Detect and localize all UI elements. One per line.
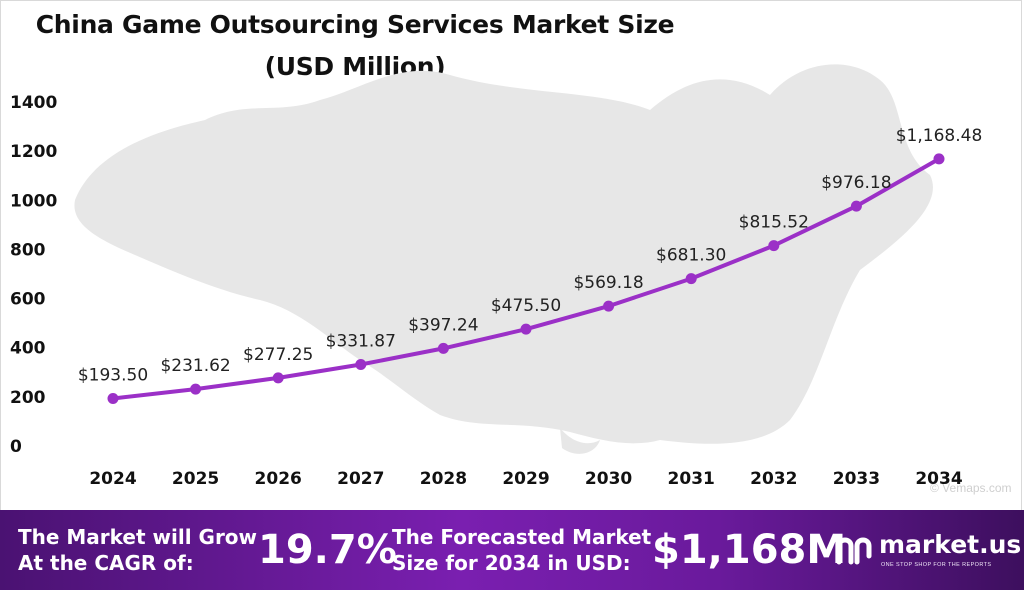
- data-point: [768, 240, 780, 252]
- x-tick-label: 2032: [750, 469, 797, 489]
- y-tick-label: 400: [10, 339, 46, 359]
- data-label: $976.18: [821, 173, 891, 193]
- data-points: [107, 153, 945, 404]
- forecast-value: $1,168M: [652, 527, 847, 573]
- data-point: [437, 342, 449, 354]
- x-tick-label: 2027: [337, 469, 384, 489]
- data-label: $1,168.48: [896, 126, 983, 146]
- y-tick-label: 800: [10, 240, 46, 260]
- brand-logo[interactable]: market.us ONE STOP SHOP FOR THE REPORTS: [835, 530, 1021, 574]
- footer-banner: The Market will Grow At the CAGR of: 19.…: [0, 510, 1024, 590]
- data-point: [850, 200, 862, 212]
- forecast-label-line2: Size for 2034 in USD:: [392, 551, 631, 575]
- data-point: [355, 358, 367, 370]
- market-us-logo-icon: [836, 537, 872, 565]
- x-tick-label: 2034: [915, 469, 962, 489]
- y-axis-ticks: 0 200 400 600 800 1000 1200 1400: [10, 93, 57, 457]
- y-tick-label: 600: [10, 290, 46, 310]
- cagr-label: The Market will Grow At the CAGR of:: [18, 524, 257, 576]
- cagr-value: 19.7%: [258, 527, 397, 573]
- data-label: $475.50: [491, 296, 561, 316]
- data-label: $231.62: [160, 356, 230, 376]
- x-tick-label: 2025: [172, 469, 219, 489]
- map-background: [74, 64, 933, 454]
- data-point: [190, 383, 202, 395]
- data-point: [603, 300, 615, 312]
- data-point: [520, 323, 532, 335]
- x-tick-label: 2033: [833, 469, 880, 489]
- y-tick-label: 1000: [10, 191, 57, 211]
- y-tick-label: 0: [10, 437, 22, 457]
- y-tick-label: 200: [10, 388, 46, 408]
- data-label: $193.50: [78, 365, 148, 385]
- data-label: $397.24: [408, 315, 478, 335]
- x-tick-label: 2024: [89, 469, 136, 489]
- brand-name: market.us: [879, 530, 1022, 559]
- cagr-label-line1: The Market will Grow: [18, 525, 258, 549]
- data-point: [933, 153, 945, 165]
- data-label: $681.30: [656, 246, 726, 266]
- line-chart: © Vemaps.com 0 200 400 600 800 1000 1200 1400 2…: [10, 64, 1012, 495]
- data-label: $331.87: [326, 331, 396, 351]
- cagr-label-line2: At the CAGR of:: [18, 551, 194, 575]
- brand-tagline: ONE STOP SHOP FOR THE REPORTS: [881, 562, 992, 568]
- y-tick-label: 1400: [10, 93, 57, 113]
- forecast-label: The Forecasted Market Size for 2034 in U…: [392, 524, 651, 576]
- x-tick-label: 2026: [255, 469, 302, 489]
- data-label: $569.18: [573, 273, 643, 293]
- data-label: $277.25: [243, 345, 313, 365]
- data-point: [107, 392, 119, 404]
- data-point: [685, 273, 697, 285]
- data-labels: $193.50 $231.62 $277.25 $331.87 $397.24 $475.…: [78, 126, 982, 386]
- chart-title: China Game Outsourcing Services Market S…: [35, 10, 675, 39]
- map-watermark: © Vemaps.com: [930, 481, 1012, 495]
- data-label: $815.52: [739, 213, 809, 233]
- x-axis-ticks: 2024 2025 2026 2027 2028 2029 2030 2031 2032 2033…: [89, 469, 962, 489]
- x-tick-label: 2031: [668, 469, 715, 489]
- x-tick-label: 2029: [502, 469, 549, 489]
- forecast-label-line1: The Forecasted Market: [392, 525, 652, 549]
- x-tick-label: 2028: [420, 469, 467, 489]
- y-tick-label: 1200: [10, 142, 57, 162]
- data-point: [272, 372, 284, 384]
- x-tick-label: 2030: [585, 469, 632, 489]
